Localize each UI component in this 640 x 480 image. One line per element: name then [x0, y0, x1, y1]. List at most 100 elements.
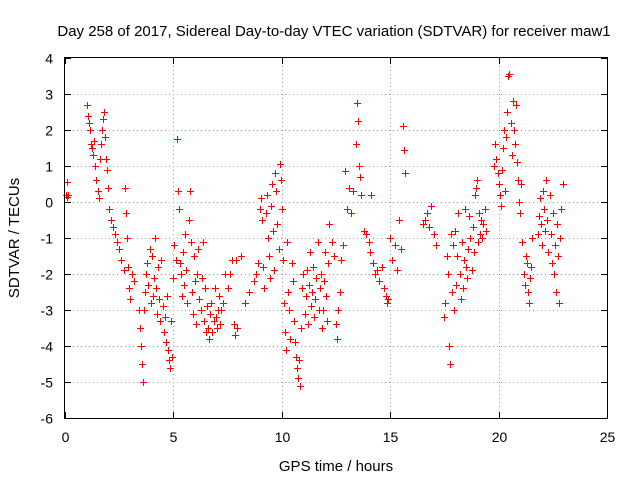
data-point: [86, 120, 93, 127]
data-point: [87, 127, 94, 134]
data-point: [474, 177, 481, 184]
data-point: [358, 192, 365, 199]
data-point: [145, 282, 152, 289]
data-point: [129, 271, 136, 278]
data-point: [310, 264, 317, 271]
data-points: [63, 71, 567, 390]
data-point: [372, 271, 379, 278]
data-point: [342, 168, 349, 175]
data-point: [194, 271, 201, 278]
data-point: [446, 343, 453, 350]
data-point: [105, 185, 112, 192]
data-point: [545, 249, 552, 256]
data-point: [277, 161, 284, 168]
y-tick-label: -5: [41, 375, 54, 391]
data-point: [232, 332, 239, 339]
data-point: [475, 239, 482, 246]
data-point: [337, 289, 344, 296]
data-point: [90, 152, 97, 159]
data-point: [186, 217, 193, 224]
data-point: [335, 307, 342, 314]
data-point: [326, 221, 333, 228]
data-point: [312, 296, 319, 303]
data-point: [492, 141, 499, 148]
x-tick-label: 20: [492, 429, 508, 445]
data-point: [556, 300, 563, 307]
data-point: [451, 307, 458, 314]
data-point: [317, 285, 324, 292]
grid-lines: [65, 58, 607, 418]
axis-ticks: [65, 58, 608, 419]
data-point: [538, 221, 545, 228]
data-point: [305, 321, 312, 328]
data-point: [162, 314, 169, 321]
data-point: [122, 185, 129, 192]
data-point: [462, 206, 469, 213]
data-point: [516, 199, 523, 206]
data-point: [555, 253, 562, 260]
data-point: [125, 264, 132, 271]
data-point: [401, 147, 408, 154]
y-tick-label: -2: [41, 267, 54, 283]
data-point: [325, 260, 332, 267]
data-point: [179, 293, 186, 300]
data-point: [422, 217, 429, 224]
data-point: [503, 134, 510, 141]
data-point: [296, 357, 303, 364]
data-point: [501, 127, 508, 134]
data-point: [278, 177, 285, 184]
data-point: [131, 278, 138, 285]
data-point: [319, 325, 326, 332]
data-point: [216, 293, 223, 300]
data-point: [95, 188, 102, 195]
data-point: [91, 138, 98, 145]
data-point: [528, 264, 535, 271]
data-point: [218, 307, 225, 314]
data-point: [267, 275, 274, 282]
data-point: [553, 289, 560, 296]
data-point: [273, 188, 280, 195]
data-point: [496, 181, 503, 188]
data-point: [270, 228, 277, 235]
data-point: [139, 361, 146, 368]
data-point: [191, 253, 198, 260]
x-tick-label: 15: [383, 429, 399, 445]
data-point: [309, 289, 316, 296]
data-point: [114, 239, 121, 246]
data-point: [188, 239, 195, 246]
data-point: [108, 217, 115, 224]
data-point: [491, 163, 498, 170]
data-point: [379, 264, 386, 271]
data-point: [140, 379, 147, 386]
y-tick-label: -3: [41, 303, 54, 319]
data-point: [355, 118, 362, 125]
plot-frame: [64, 57, 608, 419]
data-point: [540, 188, 547, 195]
data-point: [93, 177, 100, 184]
data-point: [177, 260, 184, 267]
data-point: [213, 314, 220, 321]
data-point: [198, 307, 205, 314]
data-point: [499, 167, 506, 174]
data-point: [482, 206, 489, 213]
data-point: [199, 275, 206, 282]
data-point: [292, 339, 299, 346]
data-point: [385, 296, 392, 303]
data-point: [98, 141, 105, 148]
data-point: [242, 300, 249, 307]
data-point: [513, 102, 520, 109]
data-point: [420, 221, 427, 228]
data-point: [366, 239, 373, 246]
y-tick-label: -1: [41, 231, 54, 247]
data-point: [202, 285, 209, 292]
data-point: [510, 98, 517, 105]
data-point: [526, 300, 533, 307]
data-point: [470, 224, 477, 231]
data-point: [464, 275, 471, 282]
data-point: [99, 127, 106, 134]
data-point: [497, 192, 504, 199]
data-point: [521, 271, 528, 278]
data-point: [295, 375, 302, 382]
data-point: [381, 285, 388, 292]
data-point: [329, 239, 336, 246]
